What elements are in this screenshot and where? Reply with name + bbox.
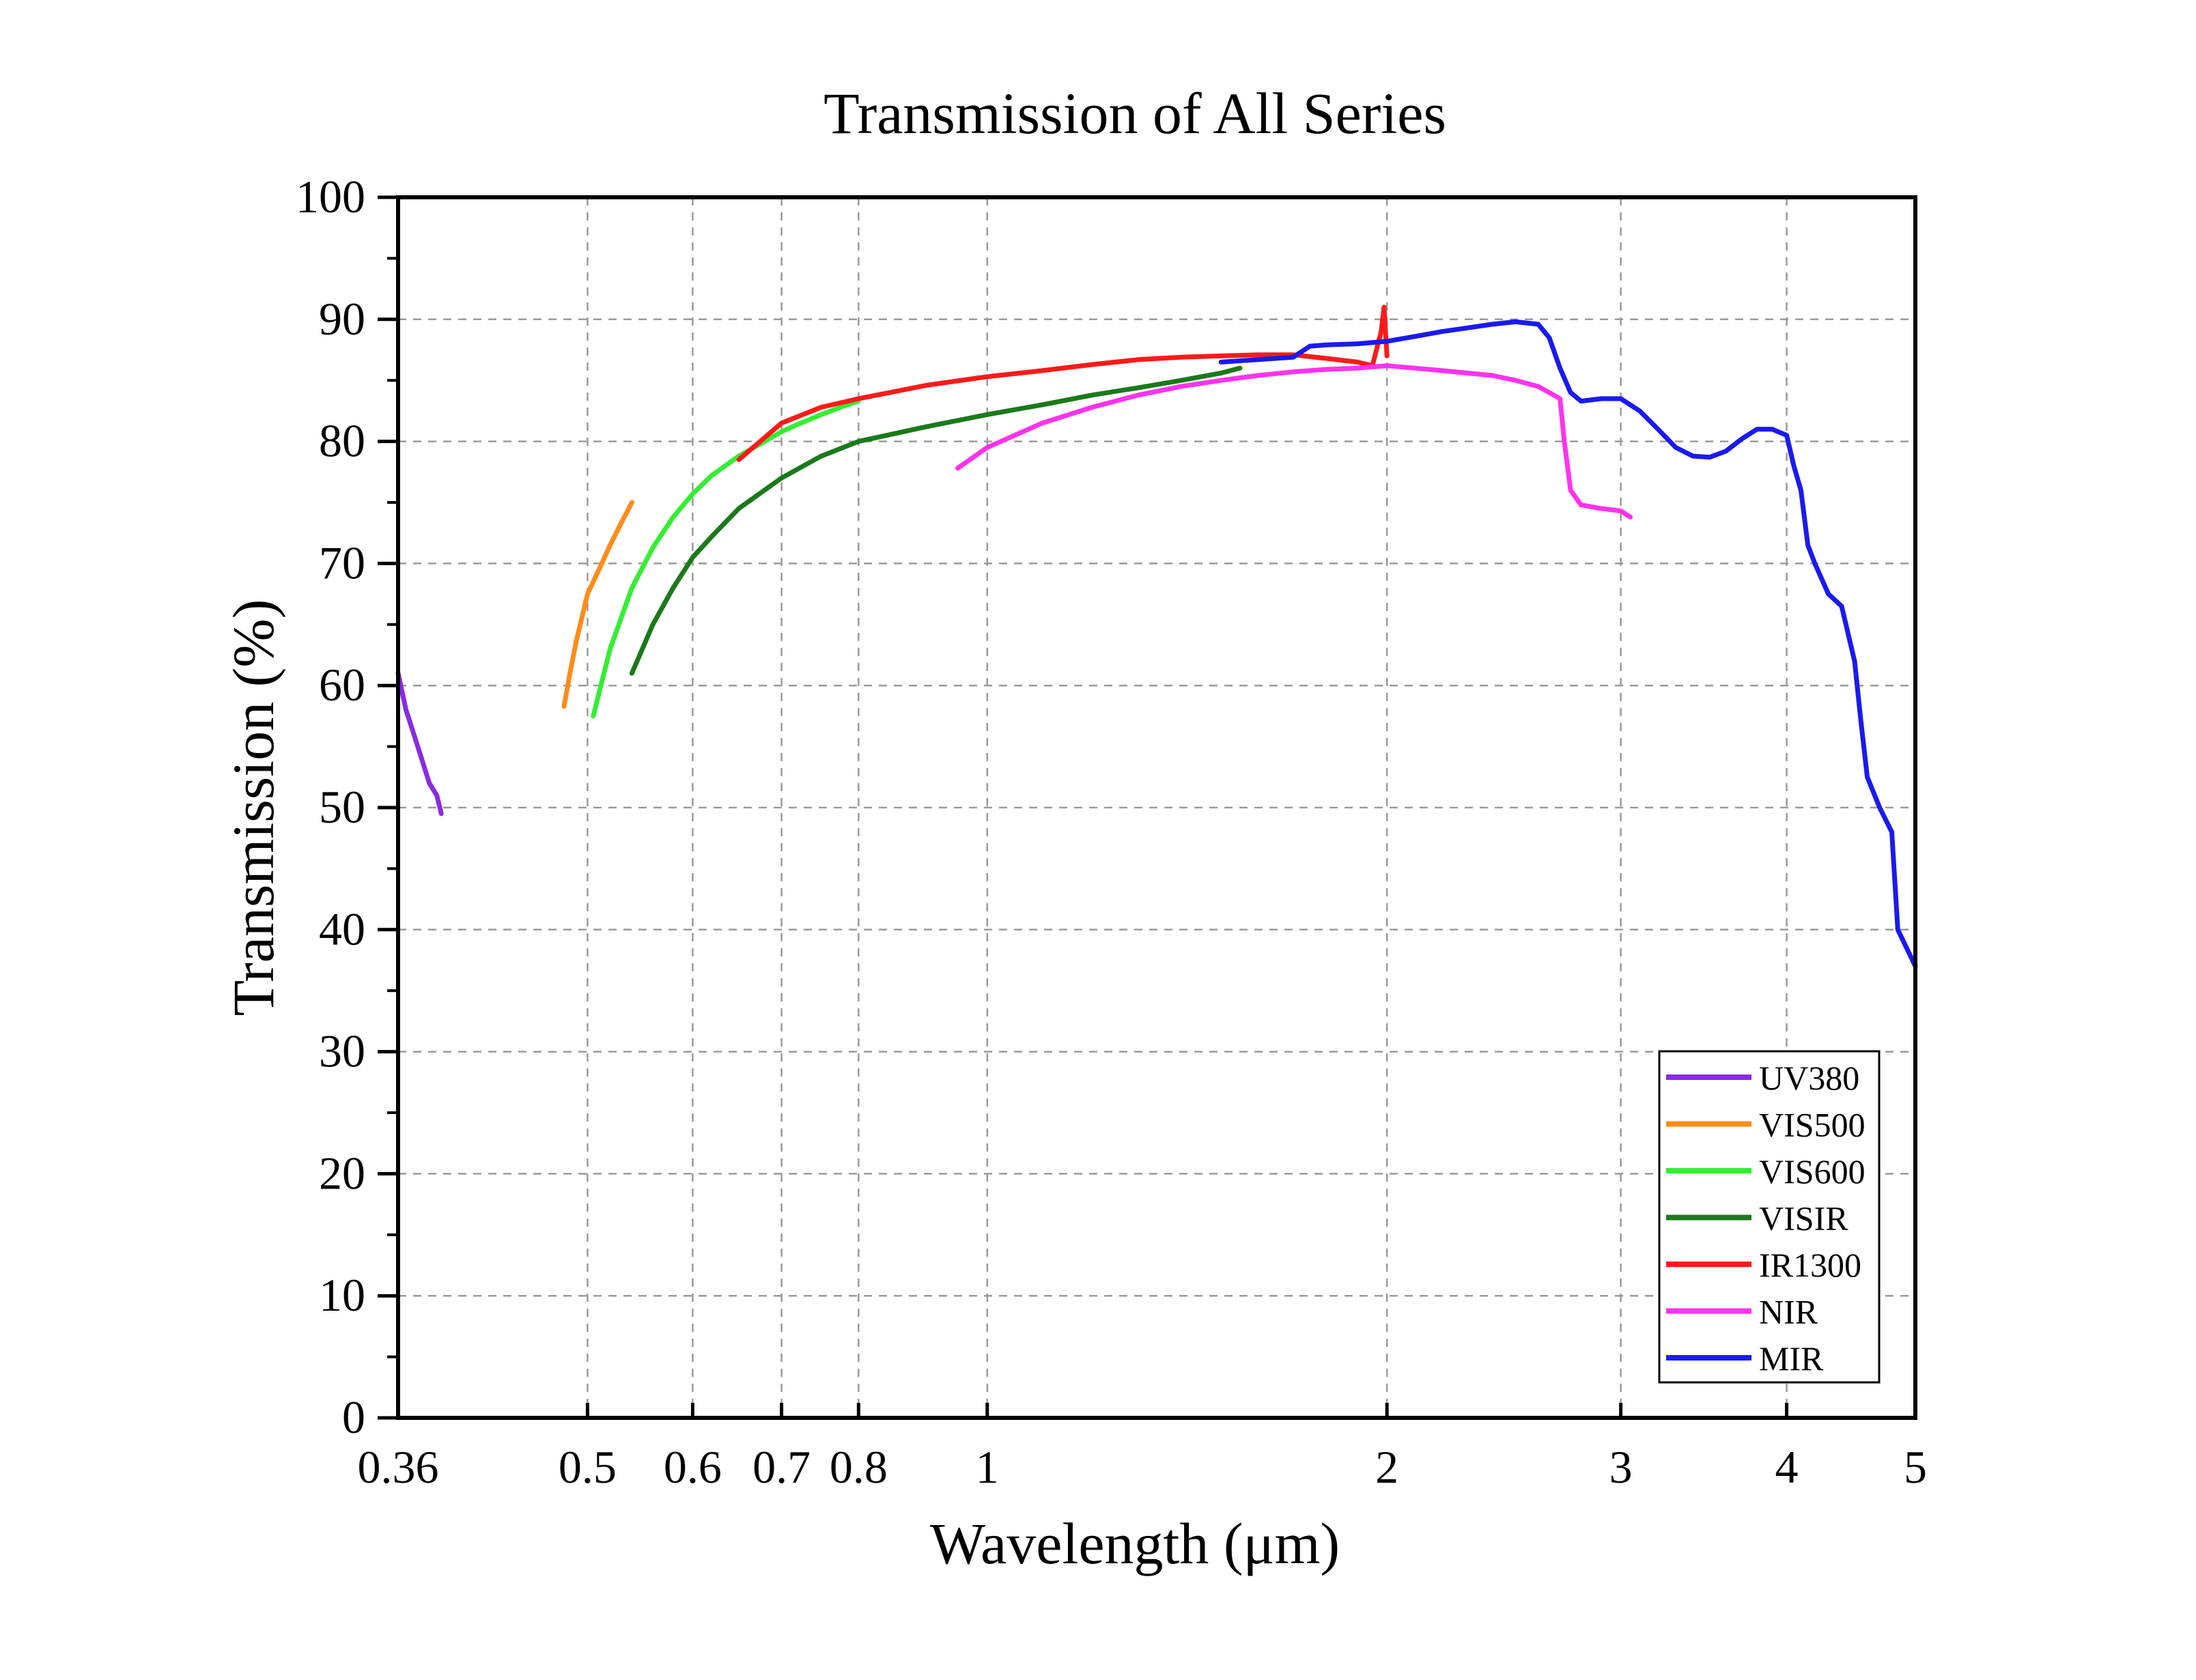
y-tick-labels: 0 10 20 30 40 50 60 70 80 90 100 [296, 171, 365, 1443]
y-tick-label: 80 [319, 415, 365, 467]
x-tick-label: 0.6 [664, 1441, 722, 1493]
x-axis-label: Wavelength (μm) [930, 1511, 1340, 1576]
legend-label: VIS500 [1759, 1106, 1866, 1144]
x-tick-label: 0.7 [752, 1441, 811, 1493]
legend-label: IR1300 [1759, 1246, 1861, 1284]
series-line-vis600 [591, 399, 861, 719]
series-layer [395, 304, 1918, 969]
x-tick-label: 4 [1775, 1441, 1799, 1493]
y-tick-label: 50 [319, 781, 365, 833]
chart-title: Transmission of All Series [824, 81, 1446, 146]
legend-label: VISIR [1759, 1199, 1848, 1238]
series-line-uv380 [395, 670, 444, 816]
series-line-vis500 [561, 500, 634, 709]
x-tick-label: 1 [976, 1441, 999, 1493]
y-tick-label: 40 [319, 903, 365, 955]
legend: UV380 VIS500 VIS600 VISIR IR1300 NIR MIR [1658, 1050, 1881, 1384]
y-tick-label: 60 [319, 659, 365, 711]
x-tick-label: 2 [1375, 1441, 1398, 1493]
y-tick-label: 30 [319, 1025, 365, 1077]
x-tick-label: 0.8 [830, 1441, 888, 1493]
axes-ticks [378, 195, 1917, 1420]
x-tick-label: 3 [1609, 1441, 1633, 1493]
y-tick-label: 90 [319, 293, 365, 345]
legend-label: UV380 [1759, 1059, 1859, 1097]
y-tick-label: 70 [319, 537, 365, 588]
y-tick-label: 100 [296, 171, 365, 223]
legend-label: MIR [1759, 1339, 1824, 1378]
x-tick-label: 5 [1904, 1441, 1927, 1493]
legend-label: NIR [1759, 1293, 1818, 1331]
legend-label: VIS600 [1759, 1152, 1866, 1191]
y-tick-label: 0 [342, 1391, 365, 1443]
x-tick-label: 0.5 [559, 1441, 617, 1493]
y-axis-label: Transmission (%) [221, 599, 286, 1016]
series-line-mir [1218, 319, 1918, 969]
series-line-nir [955, 363, 1633, 519]
x-tick-label: 0.36 [358, 1441, 439, 1493]
y-tick-label: 10 [319, 1269, 365, 1321]
y-tick-label: 20 [319, 1147, 365, 1199]
series-line-visir [629, 365, 1243, 676]
x-tick-labels: 0.36 0.5 0.6 0.7 0.8 1 2 3 4 5 [358, 1441, 1928, 1493]
